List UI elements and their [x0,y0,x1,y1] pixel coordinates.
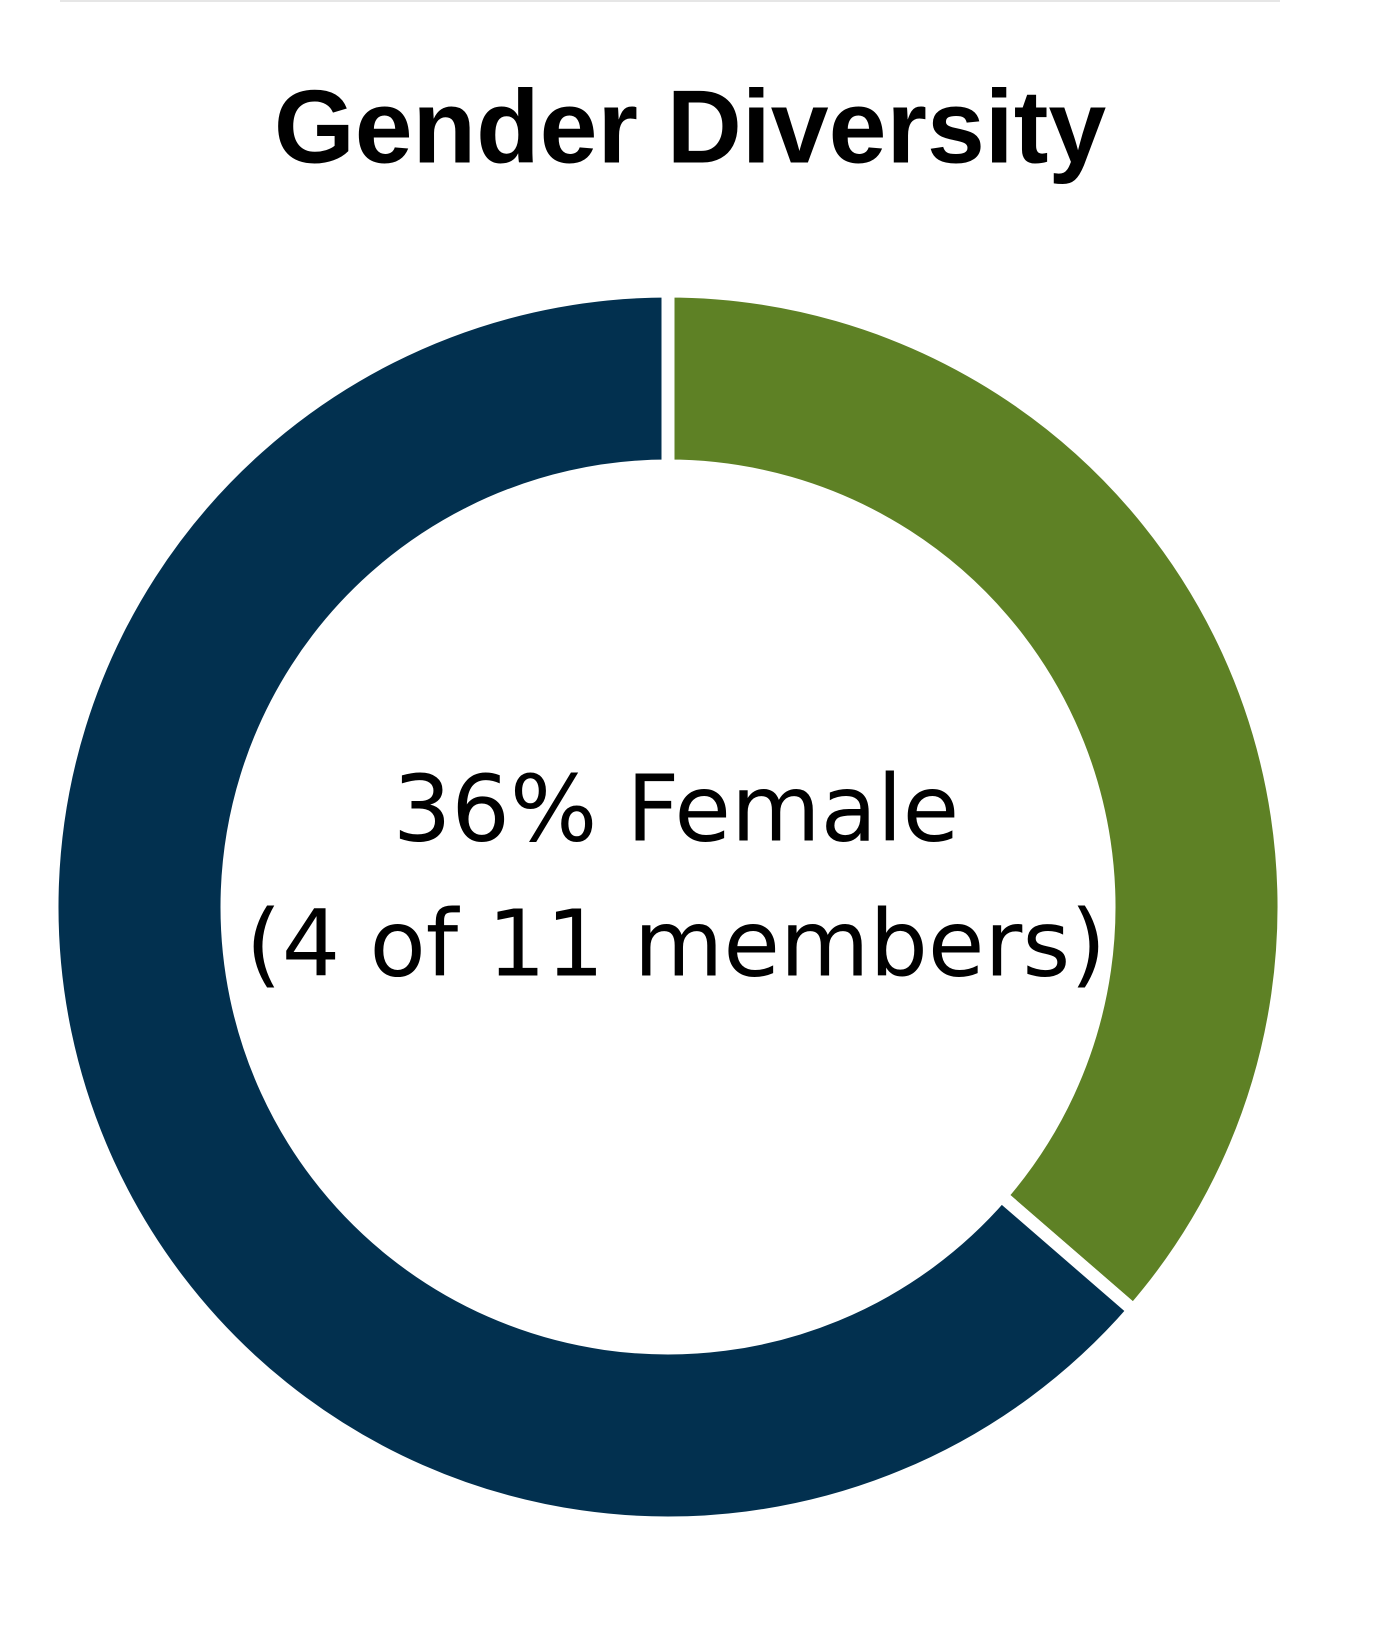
donut-slice [661,284,1291,1320]
center-label: (4 of 11 members) [246,890,1106,997]
donut-slice [45,284,1143,1530]
center-label: 36% Female [393,755,959,862]
chart-title: Gender Diversity [274,69,1107,185]
donut [45,284,1291,1530]
